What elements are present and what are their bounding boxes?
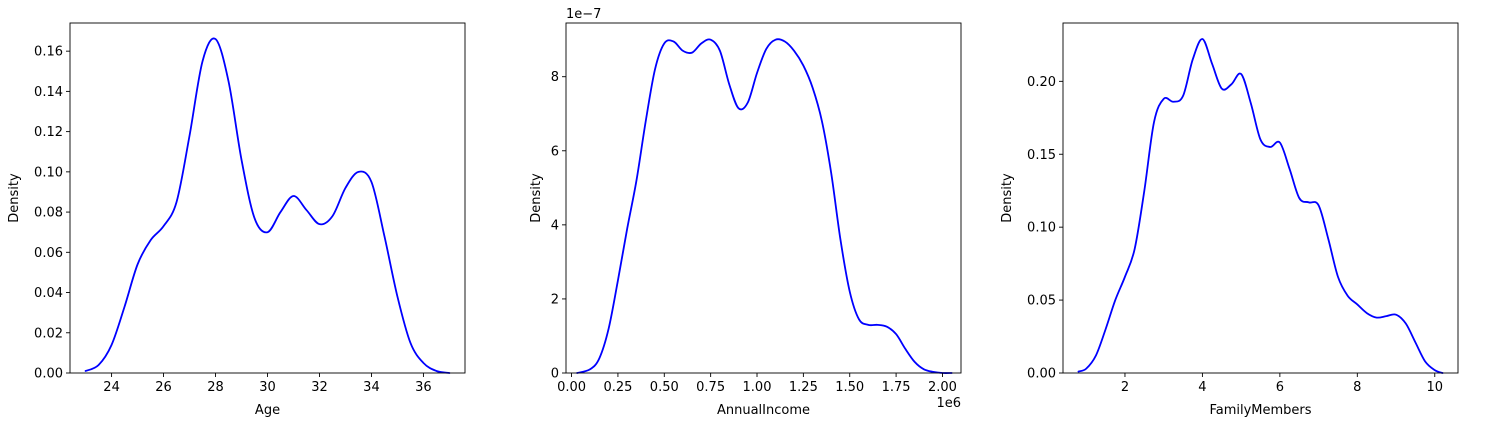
x-tick-label: 2.00 xyxy=(928,380,957,395)
x-tick-label: 4 xyxy=(1198,380,1206,395)
density-line xyxy=(1077,38,1444,374)
subplot-family-members: 2 4 6 8 10 0.00 0.05 0.10 0.15 0.20 FamilyMembers D… xyxy=(1000,22,1459,418)
x-tick-label: 1.25 xyxy=(789,380,818,395)
y-tick-label: 0.10 xyxy=(34,165,63,180)
x-axis-label: FamilyMembers xyxy=(1209,403,1311,418)
y-axis-label: Density xyxy=(7,173,22,223)
y-tick-label: 0.00 xyxy=(1027,367,1056,382)
density-line xyxy=(84,37,451,374)
x-tick-label: 1.75 xyxy=(882,380,911,395)
y-tick-label: 2 xyxy=(551,292,559,307)
y-tick-label: 0.16 xyxy=(34,45,63,60)
y-tick-label: 0.00 xyxy=(34,367,63,382)
x-tick-label: 32 xyxy=(311,380,328,395)
x-tick-label: 6 xyxy=(1276,380,1284,395)
y-tick-label: 0.10 xyxy=(1027,221,1056,236)
y-axis-label: Density xyxy=(529,173,544,223)
x-tick-label: 10 xyxy=(1426,380,1443,395)
subplot-annual-income: 0.00 0.25 0.50 0.75 1.00 1.25 1.50 1.75 2.00 0 2 4 6… xyxy=(529,7,962,418)
y-tick-label: 6 xyxy=(551,144,559,159)
axes-frame xyxy=(565,22,962,374)
x-tick-label: 34 xyxy=(363,380,380,395)
x-tick-label: 0.00 xyxy=(557,380,586,395)
x-tick-label: 26 xyxy=(155,380,172,395)
x-offset-label: 1e6 xyxy=(936,396,961,411)
y-tick-label: 0.05 xyxy=(1027,294,1056,309)
x-tick-label: 1.50 xyxy=(835,380,864,395)
y-tick-label: 8 xyxy=(551,70,559,85)
x-tick-label: 0.50 xyxy=(650,380,679,395)
x-tick-label: 8 xyxy=(1353,380,1361,395)
y-tick-label: 0.12 xyxy=(34,125,63,140)
x-axis-label: Age xyxy=(255,403,280,418)
y-tick-label: 4 xyxy=(551,218,559,233)
x-tick-label: 36 xyxy=(415,380,432,395)
y-tick-label: 0.04 xyxy=(34,286,63,301)
subplot-age: 24 26 28 30 32 34 36 0.00 0.02 0.04 0.06 0.08 0.10 0.… xyxy=(7,22,466,418)
y-offset-label: 1e−7 xyxy=(566,7,601,22)
x-tick-label: 1.00 xyxy=(743,380,772,395)
x-tick-label: 24 xyxy=(103,380,120,395)
axes-frame xyxy=(69,22,466,374)
density-line xyxy=(576,38,953,374)
x-tick-label: 30 xyxy=(259,380,276,395)
y-tick-label: 0.02 xyxy=(34,326,63,341)
y-axis-label: Density xyxy=(1000,173,1015,223)
axes-frame xyxy=(1062,22,1459,374)
y-tick-label: 0.15 xyxy=(1027,148,1056,163)
x-axis-label: AnnualIncome xyxy=(717,403,810,418)
y-tick-label: 0.08 xyxy=(34,206,63,221)
x-tick-label: 28 xyxy=(207,380,224,395)
x-tick-label: 0.25 xyxy=(603,380,632,395)
x-tick-label: 0.75 xyxy=(696,380,725,395)
y-tick-label: 0.06 xyxy=(34,246,63,261)
y-tick-label: 0 xyxy=(551,367,559,382)
x-tick-label: 2 xyxy=(1121,380,1129,395)
y-tick-label: 0.20 xyxy=(1027,75,1056,90)
y-tick-label: 0.14 xyxy=(34,85,63,100)
